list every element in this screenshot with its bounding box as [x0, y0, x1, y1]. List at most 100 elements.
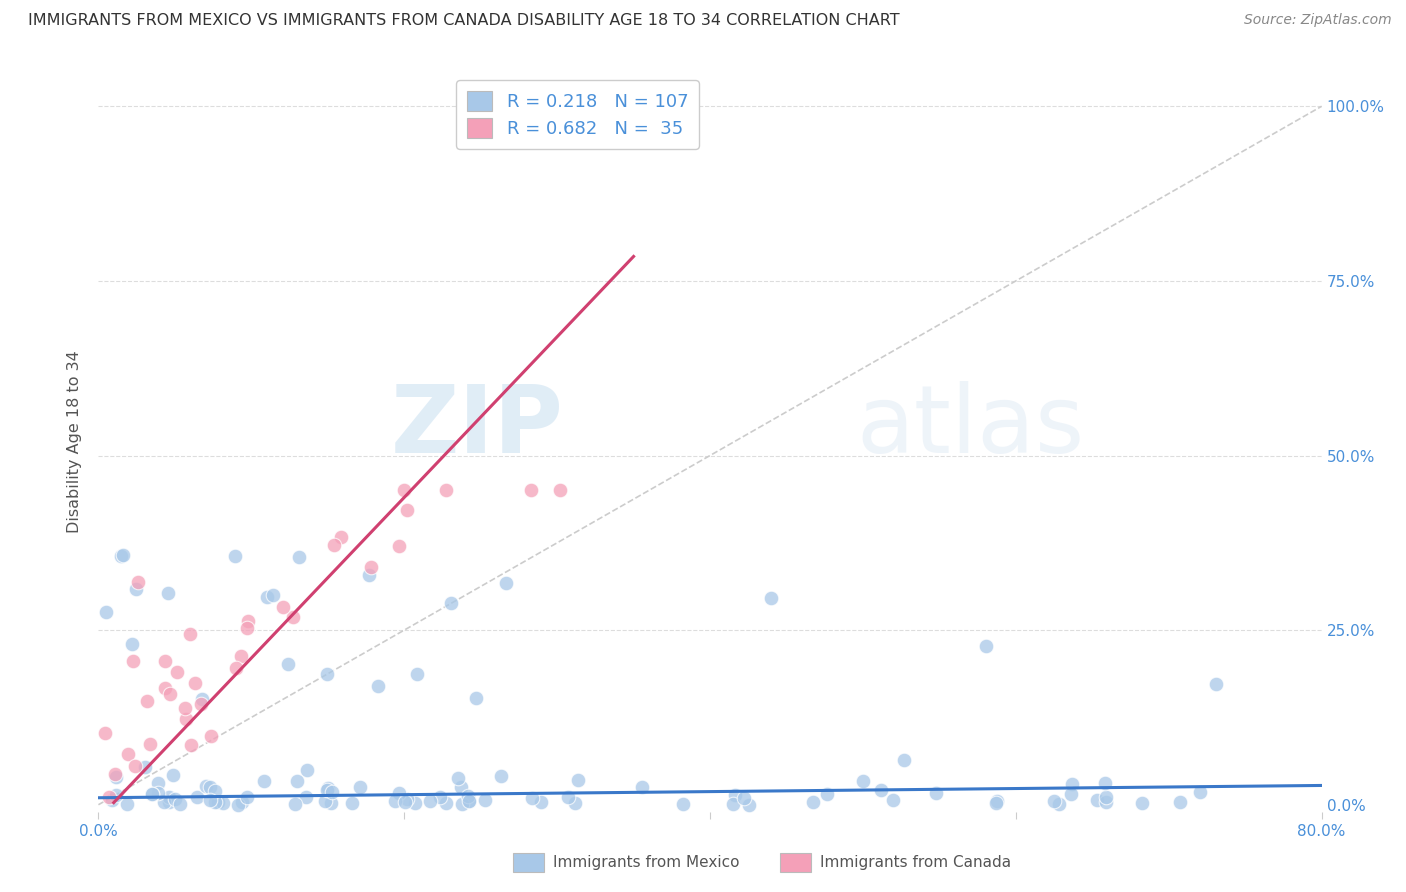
Point: [200, 729, 222, 743]
Point: [405, 667, 427, 681]
Point: [1047, 797, 1070, 811]
Point: [204, 784, 226, 798]
Point: [630, 780, 652, 794]
Point: [440, 596, 463, 610]
Point: [1094, 776, 1116, 790]
Point: [522, 790, 544, 805]
Point: [882, 792, 904, 806]
Point: [146, 776, 169, 790]
Point: [446, 771, 468, 785]
Point: [450, 780, 472, 795]
Point: [124, 759, 146, 773]
Point: [194, 779, 217, 793]
Point: [180, 738, 202, 752]
Point: [153, 654, 176, 668]
Point: [1060, 787, 1083, 801]
Point: [360, 559, 382, 574]
Point: [96, 605, 118, 619]
Point: [495, 576, 517, 591]
Point: [204, 795, 226, 809]
Point: [434, 796, 457, 810]
Point: [169, 797, 191, 812]
Point: [387, 786, 409, 800]
Point: [256, 590, 278, 604]
Legend: R = 0.218   N = 107, R = 0.682   N =  35: R = 0.218 N = 107, R = 0.682 N = 35: [456, 80, 699, 149]
Point: [186, 790, 208, 805]
Point: [285, 774, 308, 789]
Point: [127, 574, 149, 589]
Text: IMMIGRANTS FROM MEXICO VS IMMIGRANTS FROM CANADA DISABILITY AGE 18 TO 34 CORRELA: IMMIGRANTS FROM MEXICO VS IMMIGRANTS FRO…: [28, 13, 900, 29]
Point: [184, 676, 207, 690]
Point: [404, 796, 426, 810]
Point: [104, 767, 127, 781]
Point: [134, 760, 156, 774]
Point: [105, 788, 128, 802]
Point: [156, 586, 179, 600]
Point: [1130, 796, 1153, 810]
Point: [198, 793, 221, 807]
Point: [190, 697, 212, 711]
Point: [458, 794, 481, 808]
Point: [157, 795, 180, 809]
Point: [229, 648, 252, 663]
Point: [322, 538, 344, 552]
Point: [228, 797, 250, 812]
Point: [163, 792, 186, 806]
Point: [450, 797, 472, 812]
Point: [297, 764, 319, 778]
Point: [733, 790, 755, 805]
Point: [179, 627, 201, 641]
Point: [115, 797, 138, 812]
Point: [396, 792, 419, 806]
Point: [759, 591, 782, 606]
Point: [1042, 794, 1064, 808]
Point: [458, 794, 481, 808]
Point: [174, 712, 197, 726]
Point: [121, 655, 143, 669]
Point: [367, 680, 389, 694]
Point: [392, 483, 415, 498]
Point: [359, 567, 381, 582]
Point: [198, 780, 221, 795]
Point: [273, 600, 295, 615]
Point: [893, 753, 915, 767]
Text: ZIP: ZIP: [391, 381, 564, 473]
Point: [557, 790, 579, 805]
Text: Immigrants from Canada: Immigrants from Canada: [820, 855, 1011, 870]
Point: [224, 549, 246, 563]
Point: [815, 787, 838, 801]
Point: [112, 549, 135, 563]
Point: [394, 795, 416, 809]
Point: [396, 502, 419, 516]
Point: [288, 550, 311, 565]
Point: [207, 795, 229, 809]
Point: [384, 794, 406, 808]
Point: [100, 793, 122, 807]
Point: [153, 681, 176, 696]
Point: [173, 700, 195, 714]
Point: [94, 725, 117, 739]
Point: [139, 737, 162, 751]
Point: [238, 615, 260, 629]
Point: [738, 797, 761, 812]
Point: [457, 789, 479, 804]
Point: [564, 797, 586, 811]
Point: [474, 793, 496, 807]
Point: [162, 768, 184, 782]
Point: [1095, 789, 1118, 804]
Point: [191, 692, 214, 706]
Point: [136, 693, 159, 707]
Point: [316, 780, 339, 795]
Text: atlas: atlas: [856, 381, 1085, 473]
Point: [1168, 795, 1191, 809]
Point: [330, 531, 353, 545]
Point: [349, 780, 371, 794]
Text: Immigrants from Mexico: Immigrants from Mexico: [553, 855, 740, 870]
Point: [724, 789, 747, 803]
Point: [316, 667, 339, 681]
Point: [152, 795, 174, 809]
Y-axis label: Disability Age 18 to 34: Disability Age 18 to 34: [67, 351, 83, 533]
Point: [429, 789, 451, 804]
Point: [1205, 676, 1227, 690]
Point: [225, 661, 247, 675]
